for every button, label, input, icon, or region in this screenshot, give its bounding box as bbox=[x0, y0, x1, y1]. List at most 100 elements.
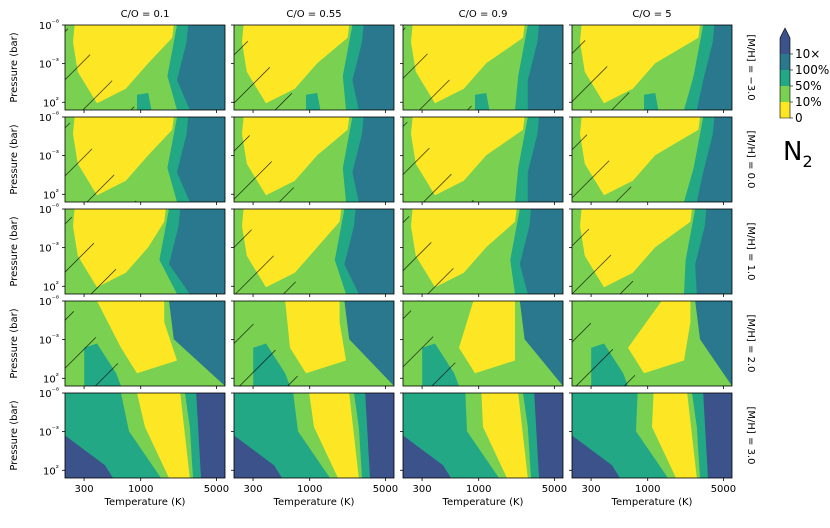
quantity-label: N2 bbox=[783, 137, 813, 171]
panel-4-3 bbox=[569, 392, 733, 481]
y-axis-label: Pressure (bar) bbox=[9, 216, 20, 286]
panel-frame bbox=[64, 300, 226, 387]
contour-region bbox=[519, 301, 563, 386]
hatch-region bbox=[65, 117, 137, 202]
column-title: C/O = 0.55 bbox=[286, 9, 341, 20]
x-tick-label: 5000 bbox=[373, 484, 398, 495]
x-axis-label: Temperature (K) bbox=[442, 497, 524, 508]
panel-frame bbox=[64, 24, 226, 111]
panel-4-0 bbox=[62, 392, 226, 481]
contour-region bbox=[692, 25, 732, 110]
contour-region bbox=[515, 25, 539, 110]
colorbar-frame bbox=[779, 27, 791, 119]
panel-frame bbox=[571, 116, 733, 203]
panel-4-1 bbox=[231, 392, 395, 481]
contour-region bbox=[684, 117, 715, 202]
contour-region bbox=[334, 209, 359, 294]
panel-0-2 bbox=[400, 24, 564, 113]
column-title: C/O = 0.1 bbox=[121, 9, 170, 20]
panel-frame bbox=[233, 208, 395, 295]
hatch-region bbox=[234, 301, 306, 386]
x-tick-label: 1000 bbox=[635, 484, 660, 495]
column-title: C/O = 5 bbox=[632, 9, 671, 20]
panel-3-3 bbox=[569, 300, 733, 389]
contour-region bbox=[684, 209, 707, 294]
panel-frame bbox=[571, 208, 733, 295]
y-axis-label: Pressure (bar) bbox=[9, 124, 20, 194]
hatch-region bbox=[403, 117, 475, 202]
contour-region bbox=[510, 209, 531, 294]
x-tick-label: 1000 bbox=[297, 484, 322, 495]
contour-region bbox=[137, 93, 152, 110]
y-tick-label: 10² bbox=[43, 187, 59, 201]
panel-2-3 bbox=[569, 208, 733, 297]
contour-region bbox=[572, 435, 620, 478]
colorbar-segment bbox=[780, 86, 790, 102]
panel-3-2 bbox=[400, 300, 564, 389]
y-tick-label: 10⁻³ bbox=[39, 241, 59, 255]
colorbar-label: 100% bbox=[795, 63, 829, 77]
contour-region bbox=[692, 117, 732, 202]
y-tick-label: 10⁻³ bbox=[39, 333, 59, 347]
contour-region bbox=[196, 393, 225, 478]
contour-region bbox=[159, 209, 190, 294]
panel-frame bbox=[233, 392, 395, 479]
contour-region bbox=[515, 117, 539, 202]
y-tick-label: 10⁻³ bbox=[39, 425, 59, 439]
panel-frame bbox=[233, 116, 395, 203]
y-tick-label: 10⁻⁸ bbox=[39, 294, 59, 308]
contour-region bbox=[481, 393, 528, 478]
row-label: [M/H] = 0.0 bbox=[745, 131, 756, 189]
panel-frame bbox=[64, 116, 226, 203]
panel-3-1 bbox=[231, 300, 395, 389]
panel-1-2 bbox=[400, 116, 564, 205]
y-tick-label: 10⁻⁸ bbox=[39, 202, 59, 216]
hatch-region bbox=[234, 209, 306, 294]
contour-region bbox=[684, 25, 715, 110]
hatch-region bbox=[403, 25, 475, 110]
panel-0-3 bbox=[569, 24, 733, 113]
x-tick-label: 300 bbox=[413, 484, 432, 495]
contour-region bbox=[234, 435, 282, 478]
contour-region bbox=[703, 393, 732, 478]
contour-region bbox=[534, 393, 563, 478]
x-tick-label: 5000 bbox=[204, 484, 229, 495]
contour-region bbox=[652, 393, 697, 478]
y-tick-label: 10⁻⁸ bbox=[39, 18, 59, 32]
hatch-region bbox=[403, 209, 475, 294]
panel-frame bbox=[233, 24, 395, 111]
panel-frame bbox=[402, 116, 564, 203]
colorbar-label: 0 bbox=[795, 111, 803, 125]
panel-frame bbox=[64, 392, 226, 479]
panel-2-0 bbox=[62, 208, 226, 297]
colorbar-label: 50% bbox=[795, 79, 822, 93]
contour-region bbox=[342, 117, 364, 202]
x-tick-label: 300 bbox=[582, 484, 601, 495]
hatch-region bbox=[572, 209, 644, 294]
contour-region bbox=[403, 435, 451, 478]
panel-frame bbox=[402, 300, 564, 387]
x-tick-label: 1000 bbox=[128, 484, 153, 495]
panel-1-3 bbox=[569, 116, 733, 205]
panel-1-1 bbox=[231, 116, 395, 205]
contour-region bbox=[167, 25, 190, 110]
y-tick-label: 10⁻³ bbox=[39, 57, 59, 71]
row-label: [M/H] = 3.0 bbox=[745, 407, 756, 465]
panel-0-0 bbox=[62, 24, 226, 113]
x-axis-label: Temperature (K) bbox=[611, 497, 693, 508]
y-tick-label: 10² bbox=[43, 95, 59, 109]
contour-region bbox=[365, 393, 394, 478]
panel-1-0 bbox=[62, 116, 226, 205]
panel-4-2 bbox=[400, 392, 564, 481]
contour-region bbox=[306, 93, 321, 110]
row-label: [M/H] = 1.0 bbox=[745, 223, 756, 281]
panel-frame bbox=[571, 24, 733, 111]
colorbar-segment bbox=[780, 54, 790, 70]
contour-region bbox=[342, 25, 364, 110]
y-tick-label: 10⁻³ bbox=[39, 149, 59, 163]
x-tick-label: 300 bbox=[75, 484, 94, 495]
hatch-region bbox=[65, 25, 137, 110]
y-tick-label: 10² bbox=[43, 371, 59, 385]
x-tick-label: 300 bbox=[244, 484, 263, 495]
colorbar-label: 10× bbox=[795, 47, 820, 61]
